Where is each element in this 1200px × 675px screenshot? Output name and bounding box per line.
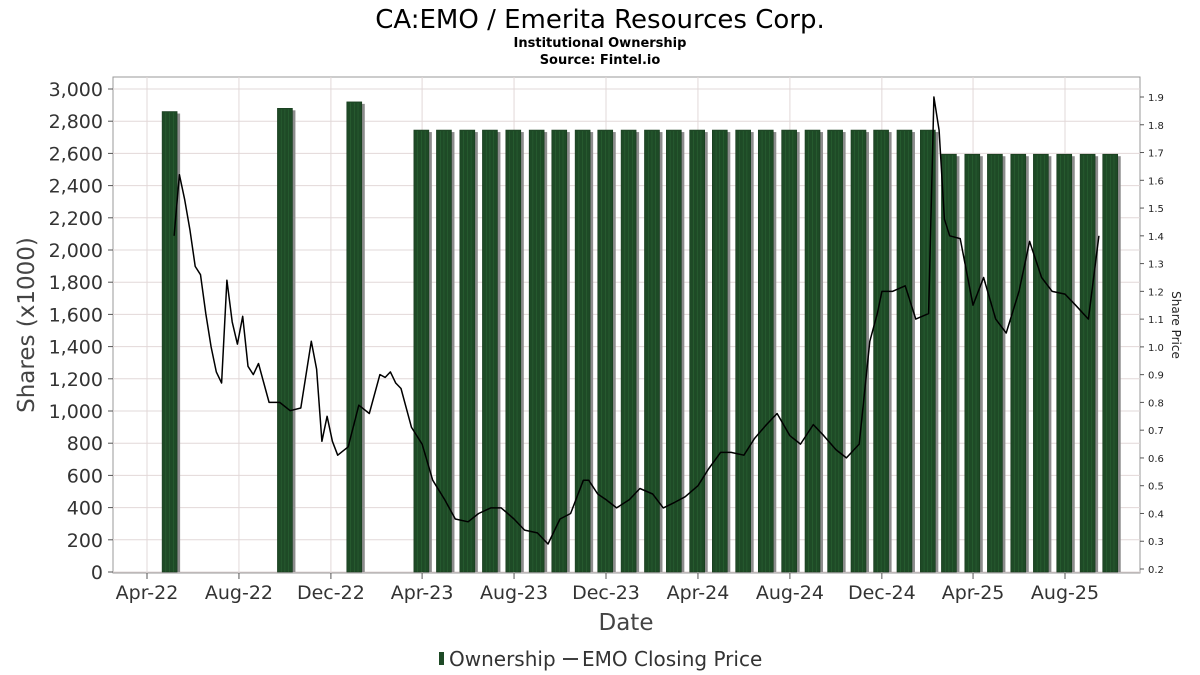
x-axis: Apr-22 Aug-22 Dec-22 Apr-23 Aug-23 Dec-23 Apr-… (116, 573, 1099, 604)
chart-title: CA:EMO / Emerita Resources Corp. (375, 5, 824, 35)
ownership-bar (850, 129, 869, 573)
ownership-bar (277, 108, 296, 573)
ownership-bar (436, 129, 455, 573)
ownership-bar (666, 129, 685, 573)
chart-subtitle-line-2: Source: Fintel.io (540, 53, 661, 68)
y-tick-label: 600 (67, 465, 103, 487)
ownership-bar (757, 129, 777, 573)
ownership-bars (161, 101, 1121, 573)
y2-tick-label: 1.8 (1148, 121, 1164, 132)
ownership-bar (551, 129, 570, 573)
x-tick-label: Aug-24 (756, 582, 824, 604)
ownership-bar (1010, 153, 1029, 573)
y2-tick-label: 0.7 (1148, 426, 1164, 437)
y2-tick-label: 1.7 (1148, 149, 1164, 160)
ownership-bar (804, 129, 824, 573)
y2-tick-label: 1.2 (1148, 287, 1164, 298)
y2-tick-label: 1.0 (1148, 343, 1164, 354)
y2-tick-label: 0.3 (1148, 537, 1164, 548)
ownership-bar (346, 101, 365, 573)
y-tick-label: 3,000 (49, 79, 103, 101)
y-tick-label: 2,400 (49, 176, 103, 198)
x-tick-label: Aug-25 (1031, 582, 1099, 604)
x-tick-label: Aug-23 (480, 582, 548, 604)
left-y-axis: 0 200 400 600 800 1,000 1,200 1,400 1,600 1,800 2,… (49, 79, 113, 584)
ownership-bar (505, 129, 524, 573)
x-tick-label: Apr-24 (667, 582, 730, 604)
x-tick-label: Dec-23 (572, 582, 640, 604)
y-tick-label: 2,800 (49, 111, 103, 133)
ownership-bar (920, 129, 939, 573)
y-tick-label: 0 (91, 562, 103, 584)
x-axis-label: Date (599, 610, 654, 636)
ownership-bar (964, 153, 983, 573)
y2-tick-label: 0.5 (1148, 482, 1164, 493)
y-tick-label: 1,800 (49, 272, 103, 294)
x-tick-label: Apr-22 (116, 582, 179, 604)
chart-subtitle-line-1: Institutional Ownership (514, 36, 687, 51)
y-tick-label: 1,000 (49, 401, 103, 423)
ownership-bar (827, 129, 846, 573)
ownership-bar (735, 129, 754, 573)
x-tick-label: Apr-23 (391, 582, 454, 604)
y2-tick-label: 1.1 (1148, 315, 1164, 326)
ownership-bar (1033, 153, 1052, 573)
ownership-bar (712, 129, 731, 573)
y2-tick-label: 0.9 (1148, 371, 1164, 382)
y2-tick-label: 1.9 (1148, 93, 1164, 104)
price-line-group (173, 96, 1100, 545)
right-y-axis: 0.2 0.3 0.4 0.5 0.6 0.7 0.8 0.9 1.0 1.1 1.2 1.3 1.4 1… (1140, 93, 1164, 576)
ownership-bar (896, 129, 915, 573)
ownership-bar (689, 129, 708, 573)
ownership-bar (620, 129, 640, 573)
legend-ownership-label: Ownership (449, 647, 556, 671)
x-tick-label: Dec-22 (297, 582, 365, 604)
y2-tick-label: 1.6 (1148, 176, 1164, 187)
x-tick-label: Dec-24 (848, 582, 916, 604)
ownership-bar (987, 153, 1006, 573)
ownership-bar (1056, 153, 1075, 573)
y-tick-label: 800 (67, 433, 103, 455)
ownership-bar (413, 129, 432, 573)
y-tick-label: 1,200 (49, 369, 103, 391)
ownership-bar (781, 129, 800, 573)
legend-price-label: EMO Closing Price (582, 647, 762, 671)
ownership-bar (941, 153, 960, 573)
y-axis-label: Shares (x1000) (14, 237, 40, 413)
y2-tick-label: 0.6 (1148, 454, 1164, 465)
ownership-bar (161, 111, 181, 573)
y-tick-label: 2,000 (49, 240, 103, 262)
ownership-bar (574, 129, 594, 573)
y2-tick-label: 0.8 (1148, 398, 1164, 409)
y-tick-label: 2,200 (49, 208, 103, 230)
legend-ownership-swatch (439, 652, 444, 665)
ownership-bar (1079, 153, 1099, 573)
y-tick-label: 400 (67, 498, 103, 520)
ownership-bar (873, 129, 892, 573)
legend: Ownership EMO Closing Price (439, 647, 762, 671)
y-tick-label: 200 (67, 530, 103, 552)
y2-tick-label: 1.4 (1148, 232, 1164, 243)
y-tick-label: 1,600 (49, 304, 103, 326)
price-line (173, 96, 1100, 545)
ownership-bar (459, 129, 478, 573)
y2-tick-label: 1.3 (1148, 260, 1164, 271)
x-tick-label: Apr-25 (942, 582, 1005, 604)
ownership-bar (644, 129, 663, 573)
y2-tick-label: 1.5 (1148, 204, 1164, 215)
ownership-bar (597, 129, 616, 573)
y2-tick-label: 0.2 (1148, 565, 1164, 576)
y-tick-label: 2,600 (49, 143, 103, 165)
y2-tick-label: 0.4 (1148, 509, 1164, 520)
ownership-bar (482, 129, 501, 573)
ownership-bar (528, 129, 548, 573)
ownership-bar (1102, 153, 1121, 573)
x-tick-label: Aug-22 (205, 582, 273, 604)
y-tick-label: 1,400 (49, 337, 103, 359)
y2-axis-label: Share Price (1169, 291, 1183, 359)
